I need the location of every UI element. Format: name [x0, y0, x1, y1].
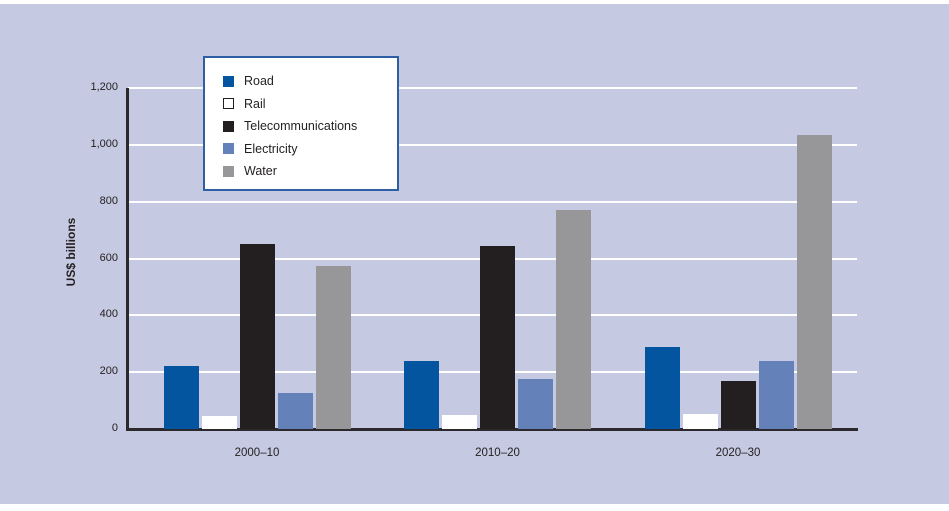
- legend-swatch-rail: [223, 98, 234, 110]
- legend-label: Telecommunications: [244, 119, 358, 134]
- legend-label: Electricity: [244, 141, 298, 156]
- legend-item-telecommunications: Telecommunications: [223, 115, 397, 138]
- x-axis-line: [126, 428, 858, 431]
- bar-road: [644, 347, 680, 429]
- bar-rail: [682, 414, 718, 429]
- bar-road: [404, 361, 439, 429]
- x-tick-label: 2010–20: [475, 447, 520, 459]
- gridline: [128, 200, 857, 203]
- x-tick-label: 2000–10: [234, 447, 280, 459]
- y-tick-label: 1,000: [90, 137, 118, 150]
- legend-item-electricity: Electricity: [223, 138, 397, 161]
- legend-box: Road Rail Telecommunications Electricity Wat…: [203, 56, 399, 191]
- legend-label: Road: [244, 74, 274, 89]
- legend-swatch-telecommunications: [223, 120, 234, 132]
- bar-telecommunications: [239, 244, 275, 429]
- legend-label: Rail: [244, 96, 266, 111]
- bar-electricity: [758, 361, 794, 429]
- legend-swatch-road: [223, 75, 234, 87]
- y-axis-title: US$ billions: [64, 217, 78, 287]
- bar-telecommunications: [720, 381, 756, 429]
- x-tick-label: 2020–30: [715, 447, 761, 459]
- bar-electricity: [277, 393, 313, 429]
- y-tick-label: 0: [111, 422, 118, 434]
- legend-swatch-water: [223, 165, 234, 177]
- bar-road: [163, 366, 199, 429]
- bar-water: [556, 210, 591, 429]
- legend-item-rail: Rail: [223, 93, 397, 116]
- gridline: [128, 87, 857, 89]
- bar-rail: [442, 415, 477, 429]
- legend-item-road: Road: [223, 70, 397, 93]
- bar-water: [315, 266, 351, 429]
- bar-water: [796, 135, 832, 429]
- y-tick-label: 800: [99, 194, 118, 207]
- legend-label: Water: [244, 164, 277, 179]
- bar-rail: [201, 416, 237, 429]
- y-tick-label: 600: [99, 251, 118, 264]
- y-tick-label: 200: [99, 365, 118, 378]
- y-axis-line: [126, 88, 129, 431]
- y-tick-label: 400: [99, 308, 118, 321]
- gridline: [128, 143, 857, 146]
- bar-electricity: [518, 379, 553, 429]
- legend-item-water: Water: [223, 160, 397, 183]
- legend-swatch-electricity: [223, 143, 234, 155]
- bar-telecommunications: [480, 246, 515, 429]
- y-tick-label: 1,200: [90, 81, 118, 93]
